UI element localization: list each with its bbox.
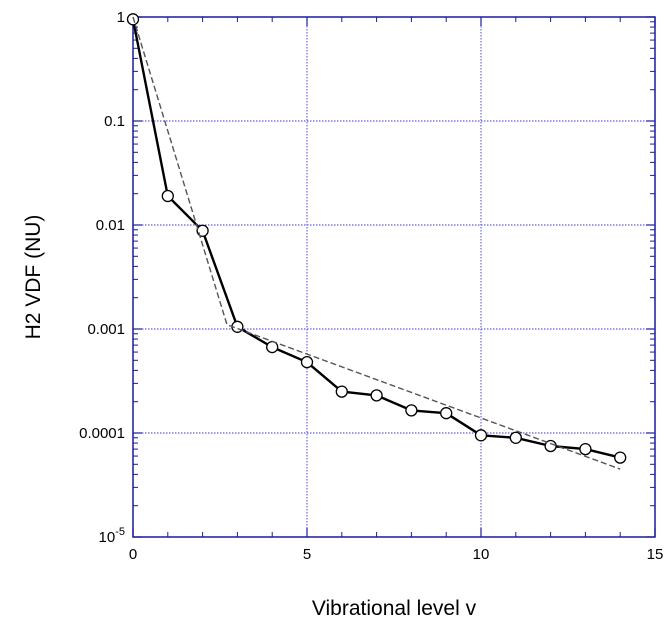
data-point-marker: [509, 431, 522, 444]
grid-lines: [133, 17, 655, 537]
data-series: [126, 13, 627, 470]
y-axis-title: H2 VDF (NU): [22, 215, 45, 340]
x-axis-title: Vibrational level v: [312, 597, 477, 620]
data-point-marker: [614, 451, 627, 464]
data-point-marker: [544, 439, 557, 453]
data-point-marker: [370, 389, 383, 402]
data-point-marker: [405, 404, 418, 417]
x-tick-label: 15: [647, 546, 664, 563]
x-tick-label: 5: [303, 546, 311, 563]
y-tick-label: 0.001: [87, 321, 125, 338]
x-tick-label: 0: [129, 546, 137, 563]
data-point-marker: [300, 356, 314, 369]
data-point-marker: [196, 224, 209, 237]
y-tick-label: 0.1: [104, 113, 125, 130]
y-tick-label: 0.0001: [79, 425, 125, 442]
data-point-marker: [335, 385, 348, 398]
y-tick-label: 1: [117, 9, 125, 26]
x-tick-label: 10: [473, 546, 490, 563]
data-point-marker: [474, 429, 488, 442]
data-point-marker: [161, 189, 174, 203]
plot-frame: [132, 16, 656, 538]
data-point-marker: [579, 442, 592, 456]
axis-ticks: 0 5 10 15 1 0.1 0.01 0.001 0.0001 10-5: [79, 9, 663, 563]
y-tick-label: 10-5: [99, 526, 125, 546]
data-point-marker: [440, 407, 453, 420]
y-tick-label: 0.01: [96, 217, 125, 234]
